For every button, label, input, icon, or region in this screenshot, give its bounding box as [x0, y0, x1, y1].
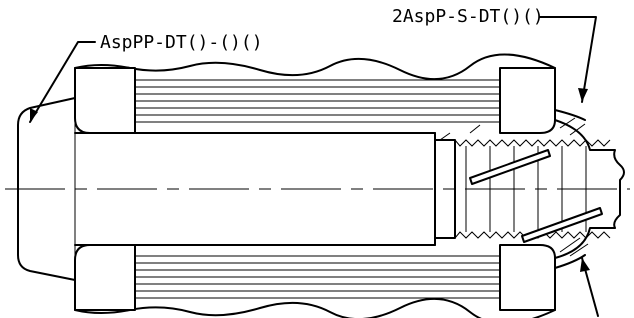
upper-right-block [500, 68, 555, 133]
lower-left-block [75, 245, 135, 310]
upper-ribs [135, 80, 500, 122]
lower-ribs [135, 256, 500, 298]
lower-right-block [500, 245, 555, 310]
left-callout: AspPP-DT()-()() [100, 32, 263, 53]
right-callout: 2AspP-S-DT()() [392, 6, 544, 27]
drawing: AspPP-DT()-()() 2AspP-S-DT()() [0, 0, 634, 318]
upper-left-block [75, 68, 135, 133]
lower-right-arrow [580, 258, 590, 272]
